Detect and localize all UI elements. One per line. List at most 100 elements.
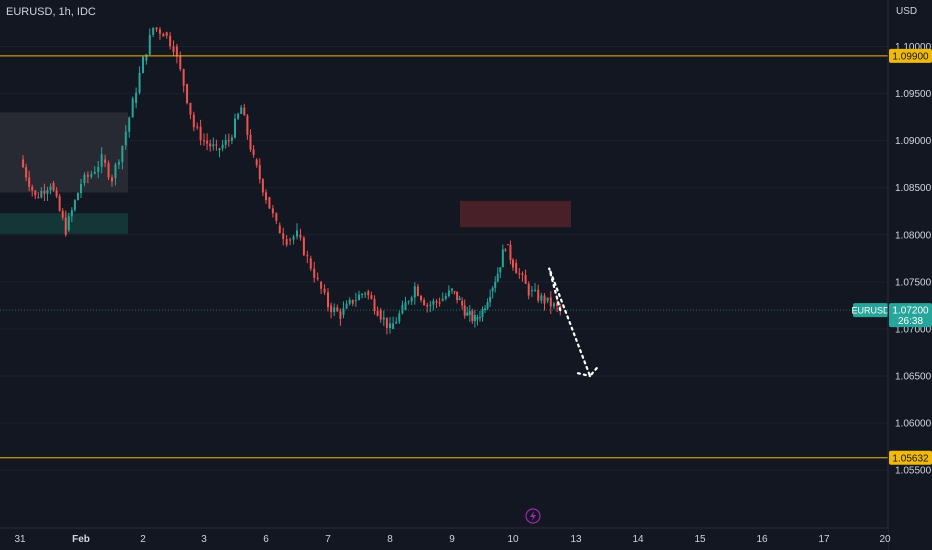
candle-body [212, 144, 215, 147]
candle-body [179, 56, 182, 70]
candle-body [546, 297, 549, 301]
candle-body [22, 159, 25, 168]
price-tick-label: 1.06500 [895, 372, 932, 383]
candle-body [73, 200, 76, 211]
time-tick-label: 15 [694, 534, 706, 545]
time-tick-label: 16 [756, 534, 768, 545]
candle-body [323, 288, 326, 293]
time-tick-label: Feb [72, 534, 90, 545]
candle-body [468, 311, 471, 315]
candle-body [70, 210, 73, 217]
candle-body [509, 244, 512, 260]
candle-body [265, 192, 267, 200]
candle-body [189, 102, 192, 115]
candle-body [361, 294, 364, 296]
candle-body [306, 255, 309, 257]
candle-body [413, 286, 416, 298]
candle-body [461, 300, 464, 306]
candle-body [58, 196, 61, 211]
candle-body [28, 177, 31, 187]
candle-body [342, 308, 345, 315]
candle-body [175, 46, 178, 57]
candle-body [258, 165, 261, 180]
candle-body [351, 299, 354, 304]
candle-body [458, 298, 461, 301]
price-tick-label: 1.09000 [895, 136, 932, 147]
candle-body [379, 310, 382, 320]
candle-body [463, 305, 466, 316]
time-tick-label: 14 [632, 534, 644, 545]
candle-body [289, 239, 292, 241]
candle-body [80, 184, 82, 193]
candle-body [316, 277, 319, 279]
price-tick-label: 1.08000 [895, 230, 932, 241]
candle-body [313, 268, 316, 278]
price-tick-label: 1.10000 [895, 42, 932, 53]
candle-body [271, 208, 274, 214]
candle-body [486, 302, 489, 309]
candle-body [55, 190, 58, 197]
candle-body [389, 323, 391, 329]
candle-body [438, 302, 441, 304]
candle-body [86, 174, 89, 177]
candle-body [478, 317, 481, 319]
candle-body [515, 263, 518, 274]
candle-body [354, 300, 357, 302]
lightning-bolt-icon [530, 511, 536, 521]
candle-body [481, 309, 484, 318]
candle-body [67, 216, 70, 231]
candle-body [471, 311, 474, 322]
candle-body [114, 164, 117, 179]
candle-body [234, 118, 236, 138]
candle-body [199, 126, 202, 141]
candle-body [367, 291, 370, 296]
supply-zone-gray [0, 112, 128, 193]
candle-body [275, 213, 278, 221]
candle-body [398, 313, 401, 322]
candle-body [46, 190, 49, 194]
time-axis: 31 Feb 2 3 6 7 8 9 10 13 14 15 16 17 20 [0, 508, 891, 550]
candle-body [100, 154, 103, 167]
candle-body [52, 183, 55, 191]
candle-body [549, 297, 552, 307]
time-tick-label: 10 [507, 534, 519, 545]
last-price-tag [889, 303, 932, 328]
candle-body [196, 126, 199, 128]
candle-body [429, 304, 432, 306]
candle-body [49, 186, 52, 191]
candle-body [206, 140, 209, 144]
candle-body [484, 308, 487, 311]
candle-body [246, 115, 249, 135]
candle-body [512, 259, 514, 268]
candle-body [255, 159, 258, 166]
candle-body [76, 192, 79, 201]
candle-body [128, 117, 131, 132]
candle-body [552, 303, 555, 307]
candle-body [540, 295, 543, 301]
candle-body [138, 72, 141, 93]
level-price-tag [889, 450, 932, 465]
projection-arrow [547, 267, 600, 379]
candle-body [43, 190, 46, 194]
candle-body [240, 107, 243, 114]
candle-body [162, 33, 165, 37]
candle-body [83, 174, 86, 184]
candle-body [90, 174, 93, 177]
chart-title: EURUSD, 1h, IDC [6, 6, 96, 18]
candle-body [152, 27, 155, 35]
candle-body [292, 236, 295, 240]
time-tick-label: 31 [14, 534, 26, 545]
candle-body [416, 286, 419, 296]
candle-body [358, 294, 360, 301]
lightning-icon [525, 508, 541, 524]
candle-body [330, 305, 333, 313]
candle-body [376, 311, 379, 316]
candle-body [104, 159, 107, 163]
time-tick-label: 7 [325, 534, 331, 545]
candle-body [345, 303, 348, 309]
candle-body [456, 291, 459, 301]
candle-body [165, 32, 168, 36]
candle-body [466, 312, 469, 316]
candle-body [131, 98, 134, 118]
